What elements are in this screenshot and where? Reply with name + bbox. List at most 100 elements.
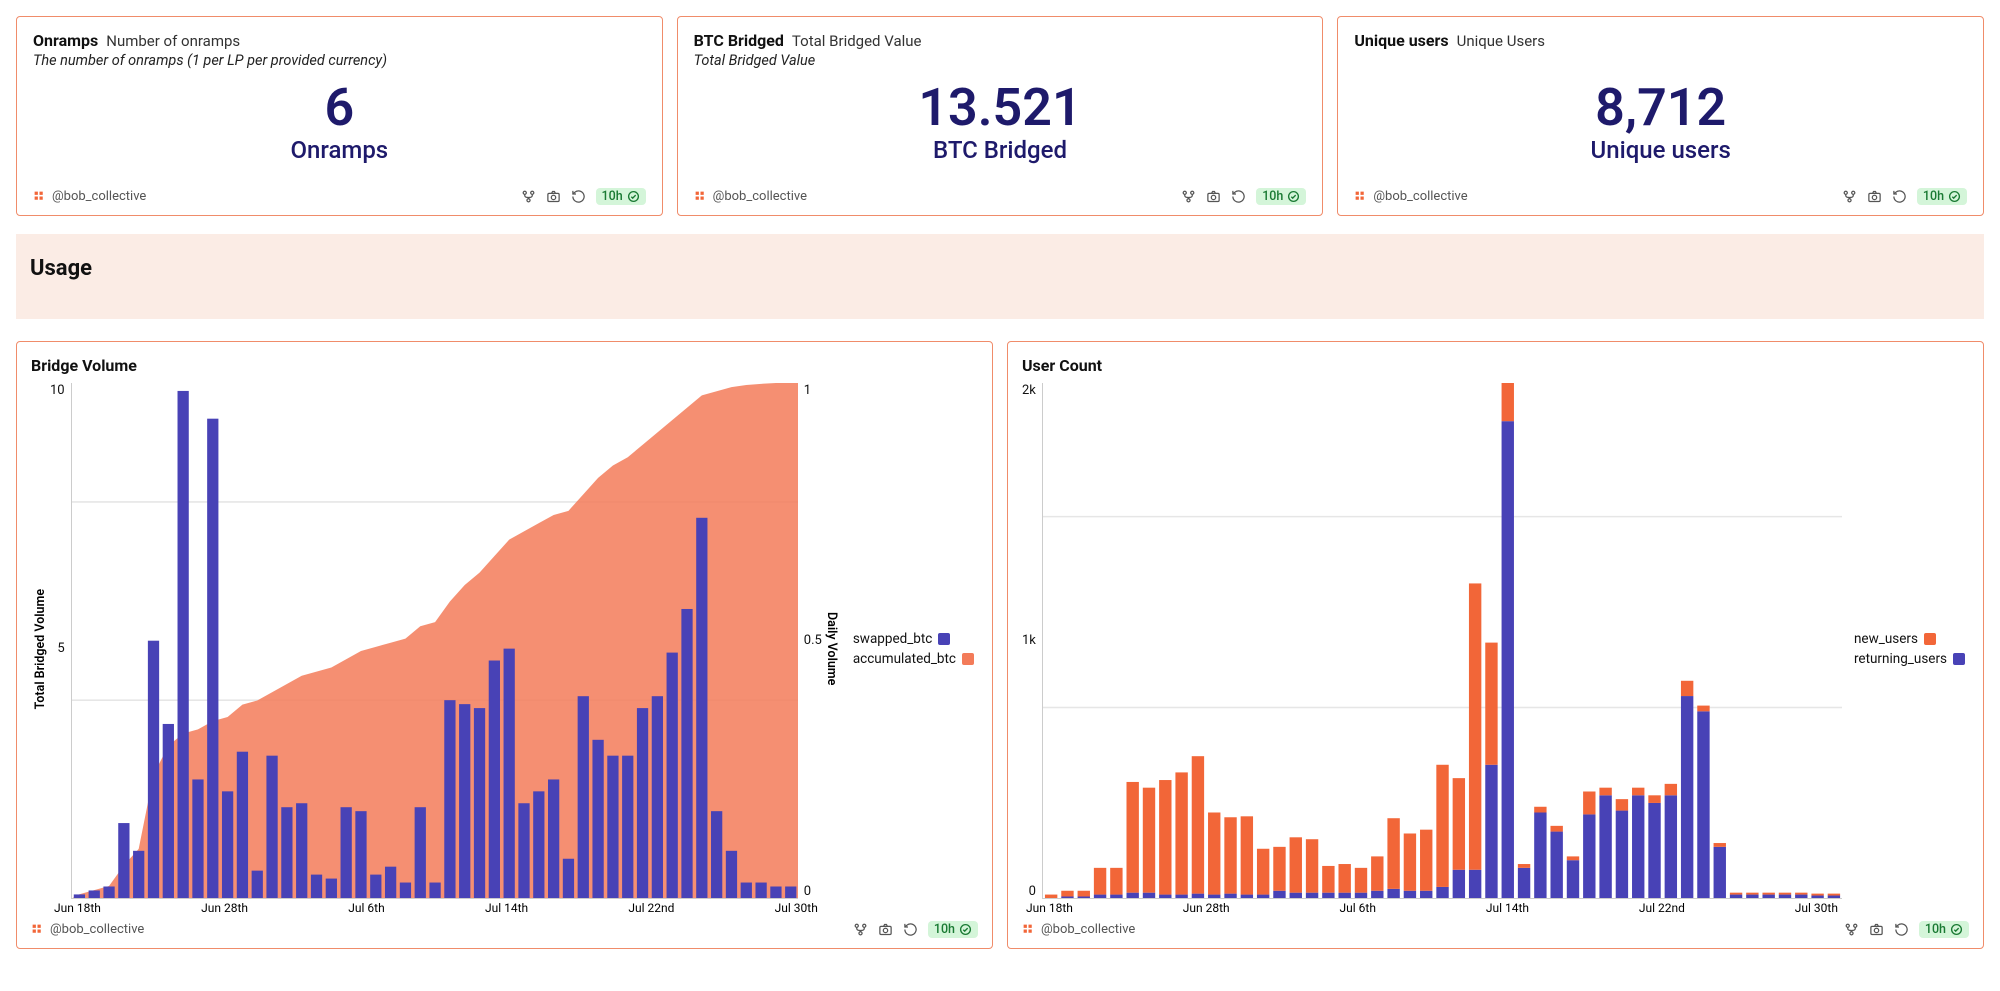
chart-body: Total Bridged Volume 105 10.50 Jun 18thJ… <box>31 383 978 915</box>
card-description: The number of onramps (1 per LP per prov… <box>33 52 646 69</box>
legend-swatch <box>962 653 974 665</box>
legend-swatch <box>1924 633 1936 645</box>
x-ticks: Jun 18thJun 28thJul 6thJul 14thJul 22ndJ… <box>50 899 822 915</box>
age-text: 10h <box>1262 189 1283 204</box>
chart-title: Bridge Volume <box>31 356 978 375</box>
age-text: 10h <box>1923 189 1944 204</box>
card-actions: 10h <box>1842 188 1967 205</box>
legend-label: accumulated_btc <box>853 651 956 667</box>
card-title: BTC Bridged <box>694 31 784 50</box>
camera-icon[interactable] <box>1867 189 1882 204</box>
chart-card-user-count: User Count 2k1k0 Jun 18thJun 28thJul 6th… <box>1007 341 1984 949</box>
card-value-label: BTC Bridged <box>694 136 1307 164</box>
y-ticks-left: 2k1k0 <box>1022 383 1042 899</box>
age-badge[interactable]: 10h <box>1917 188 1967 205</box>
legend-label: swapped_btc <box>853 631 933 647</box>
dune-logo-icon <box>1022 923 1035 936</box>
refresh-icon[interactable] <box>1892 189 1907 204</box>
card-header: Onramps Number of onramps <box>33 31 646 50</box>
card-value: 13.521 <box>694 81 1307 136</box>
dune-logo-icon <box>33 190 46 203</box>
author[interactable]: @bob_collective <box>1022 922 1135 937</box>
y-ticks-left: 105 <box>50 383 71 899</box>
camera-icon[interactable] <box>1206 189 1221 204</box>
x-ticks: Jun 18thJun 28thJul 6thJul 14thJul 22ndJ… <box>1022 899 1842 915</box>
y-axis-right-label: Daily Volume <box>822 383 841 915</box>
card-footer: @bob_collective 10h <box>33 182 646 205</box>
card-value-label: Unique users <box>1354 136 1967 164</box>
age-text: 10h <box>602 189 623 204</box>
card-header: BTC Bridged Total Bridged Value <box>694 31 1307 50</box>
fork-icon[interactable] <box>1844 922 1859 937</box>
charts-row: Bridge Volume Total Bridged Volume 105 1… <box>16 341 1984 949</box>
card-subtitle: Total Bridged Value <box>792 32 922 50</box>
card-actions: 10h <box>853 921 978 938</box>
dune-logo-icon <box>694 190 707 203</box>
card-value-label: Onramps <box>33 136 646 164</box>
legend-swatch <box>938 633 950 645</box>
author[interactable]: @bob_collective <box>694 189 807 204</box>
card-value: 8,712 <box>1354 81 1967 136</box>
card-subtitle: Unique Users <box>1457 32 1545 50</box>
fork-icon[interactable] <box>521 189 536 204</box>
age-badge[interactable]: 10h <box>928 921 978 938</box>
legend-item[interactable]: new_users <box>1854 631 1965 647</box>
card-title: Unique users <box>1354 31 1448 50</box>
card-description: Total Bridged Value <box>694 52 1307 69</box>
refresh-icon[interactable] <box>571 189 586 204</box>
card-footer: @bob_collective 10h <box>1354 182 1967 205</box>
stat-card-btc-bridged: BTC Bridged Total Bridged Value Total Br… <box>677 16 1324 216</box>
camera-icon[interactable] <box>1869 922 1884 937</box>
card-actions: 10h <box>521 188 646 205</box>
camera-icon[interactable] <box>546 189 561 204</box>
legend-item[interactable]: accumulated_btc <box>853 651 974 667</box>
card-actions: 10h <box>1844 921 1969 938</box>
section-title: Usage <box>30 256 1970 281</box>
chart-card-bridge-volume: Bridge Volume Total Bridged Volume 105 1… <box>16 341 993 949</box>
chart-legend: new_users returning_users <box>1842 383 1969 915</box>
author[interactable]: @bob_collective <box>33 189 146 204</box>
author-handle: @bob_collective <box>1373 189 1467 204</box>
fork-icon[interactable] <box>1842 189 1857 204</box>
age-badge[interactable]: 10h <box>596 188 646 205</box>
legend-item[interactable]: swapped_btc <box>853 631 974 647</box>
check-circle-icon <box>1950 923 1963 936</box>
card-actions: 10h <box>1181 188 1306 205</box>
stat-card-onramps: Onramps Number of onramps The number of … <box>16 16 663 216</box>
card-footer: @bob_collective 10h <box>694 182 1307 205</box>
refresh-icon[interactable] <box>1894 922 1909 937</box>
legend-label: returning_users <box>1854 651 1947 667</box>
author-handle: @bob_collective <box>713 189 807 204</box>
refresh-icon[interactable] <box>1231 189 1246 204</box>
fork-icon[interactable] <box>1181 189 1196 204</box>
chart-legend: swapped_btc accumulated_btc <box>841 383 978 915</box>
card-description <box>1354 52 1967 69</box>
dune-logo-icon <box>31 923 44 936</box>
check-circle-icon <box>627 190 640 203</box>
chart-plot: Total Bridged Volume 105 10.50 Jun 18thJ… <box>31 383 841 915</box>
age-badge[interactable]: 10h <box>1919 921 1969 938</box>
card-header: Unique users Unique Users <box>1354 31 1967 50</box>
refresh-icon[interactable] <box>903 922 918 937</box>
dune-logo-icon <box>1354 190 1367 203</box>
age-text: 10h <box>1925 922 1946 937</box>
card-subtitle: Number of onramps <box>106 32 240 50</box>
author[interactable]: @bob_collective <box>1354 189 1467 204</box>
camera-icon[interactable] <box>878 922 893 937</box>
legend-item[interactable]: returning_users <box>1854 651 1965 667</box>
y-axis-left-label: Total Bridged Volume <box>31 383 50 915</box>
age-badge[interactable]: 10h <box>1256 188 1306 205</box>
check-circle-icon <box>1287 190 1300 203</box>
chart-plot: 2k1k0 Jun 18thJun 28thJul 6thJul 14thJul… <box>1022 383 1842 915</box>
author-handle: @bob_collective <box>50 922 144 937</box>
fork-icon[interactable] <box>853 922 868 937</box>
card-title: Onramps <box>33 31 98 50</box>
user-count-plot[interactable] <box>1042 383 1842 899</box>
check-circle-icon <box>959 923 972 936</box>
bridge-volume-plot[interactable] <box>71 383 798 899</box>
stat-cards-row: Onramps Number of onramps The number of … <box>16 16 1984 216</box>
author[interactable]: @bob_collective <box>31 922 144 937</box>
y-ticks-right: 10.50 <box>798 383 822 899</box>
section-header-usage: Usage <box>16 234 1984 319</box>
legend-swatch <box>1953 653 1965 665</box>
